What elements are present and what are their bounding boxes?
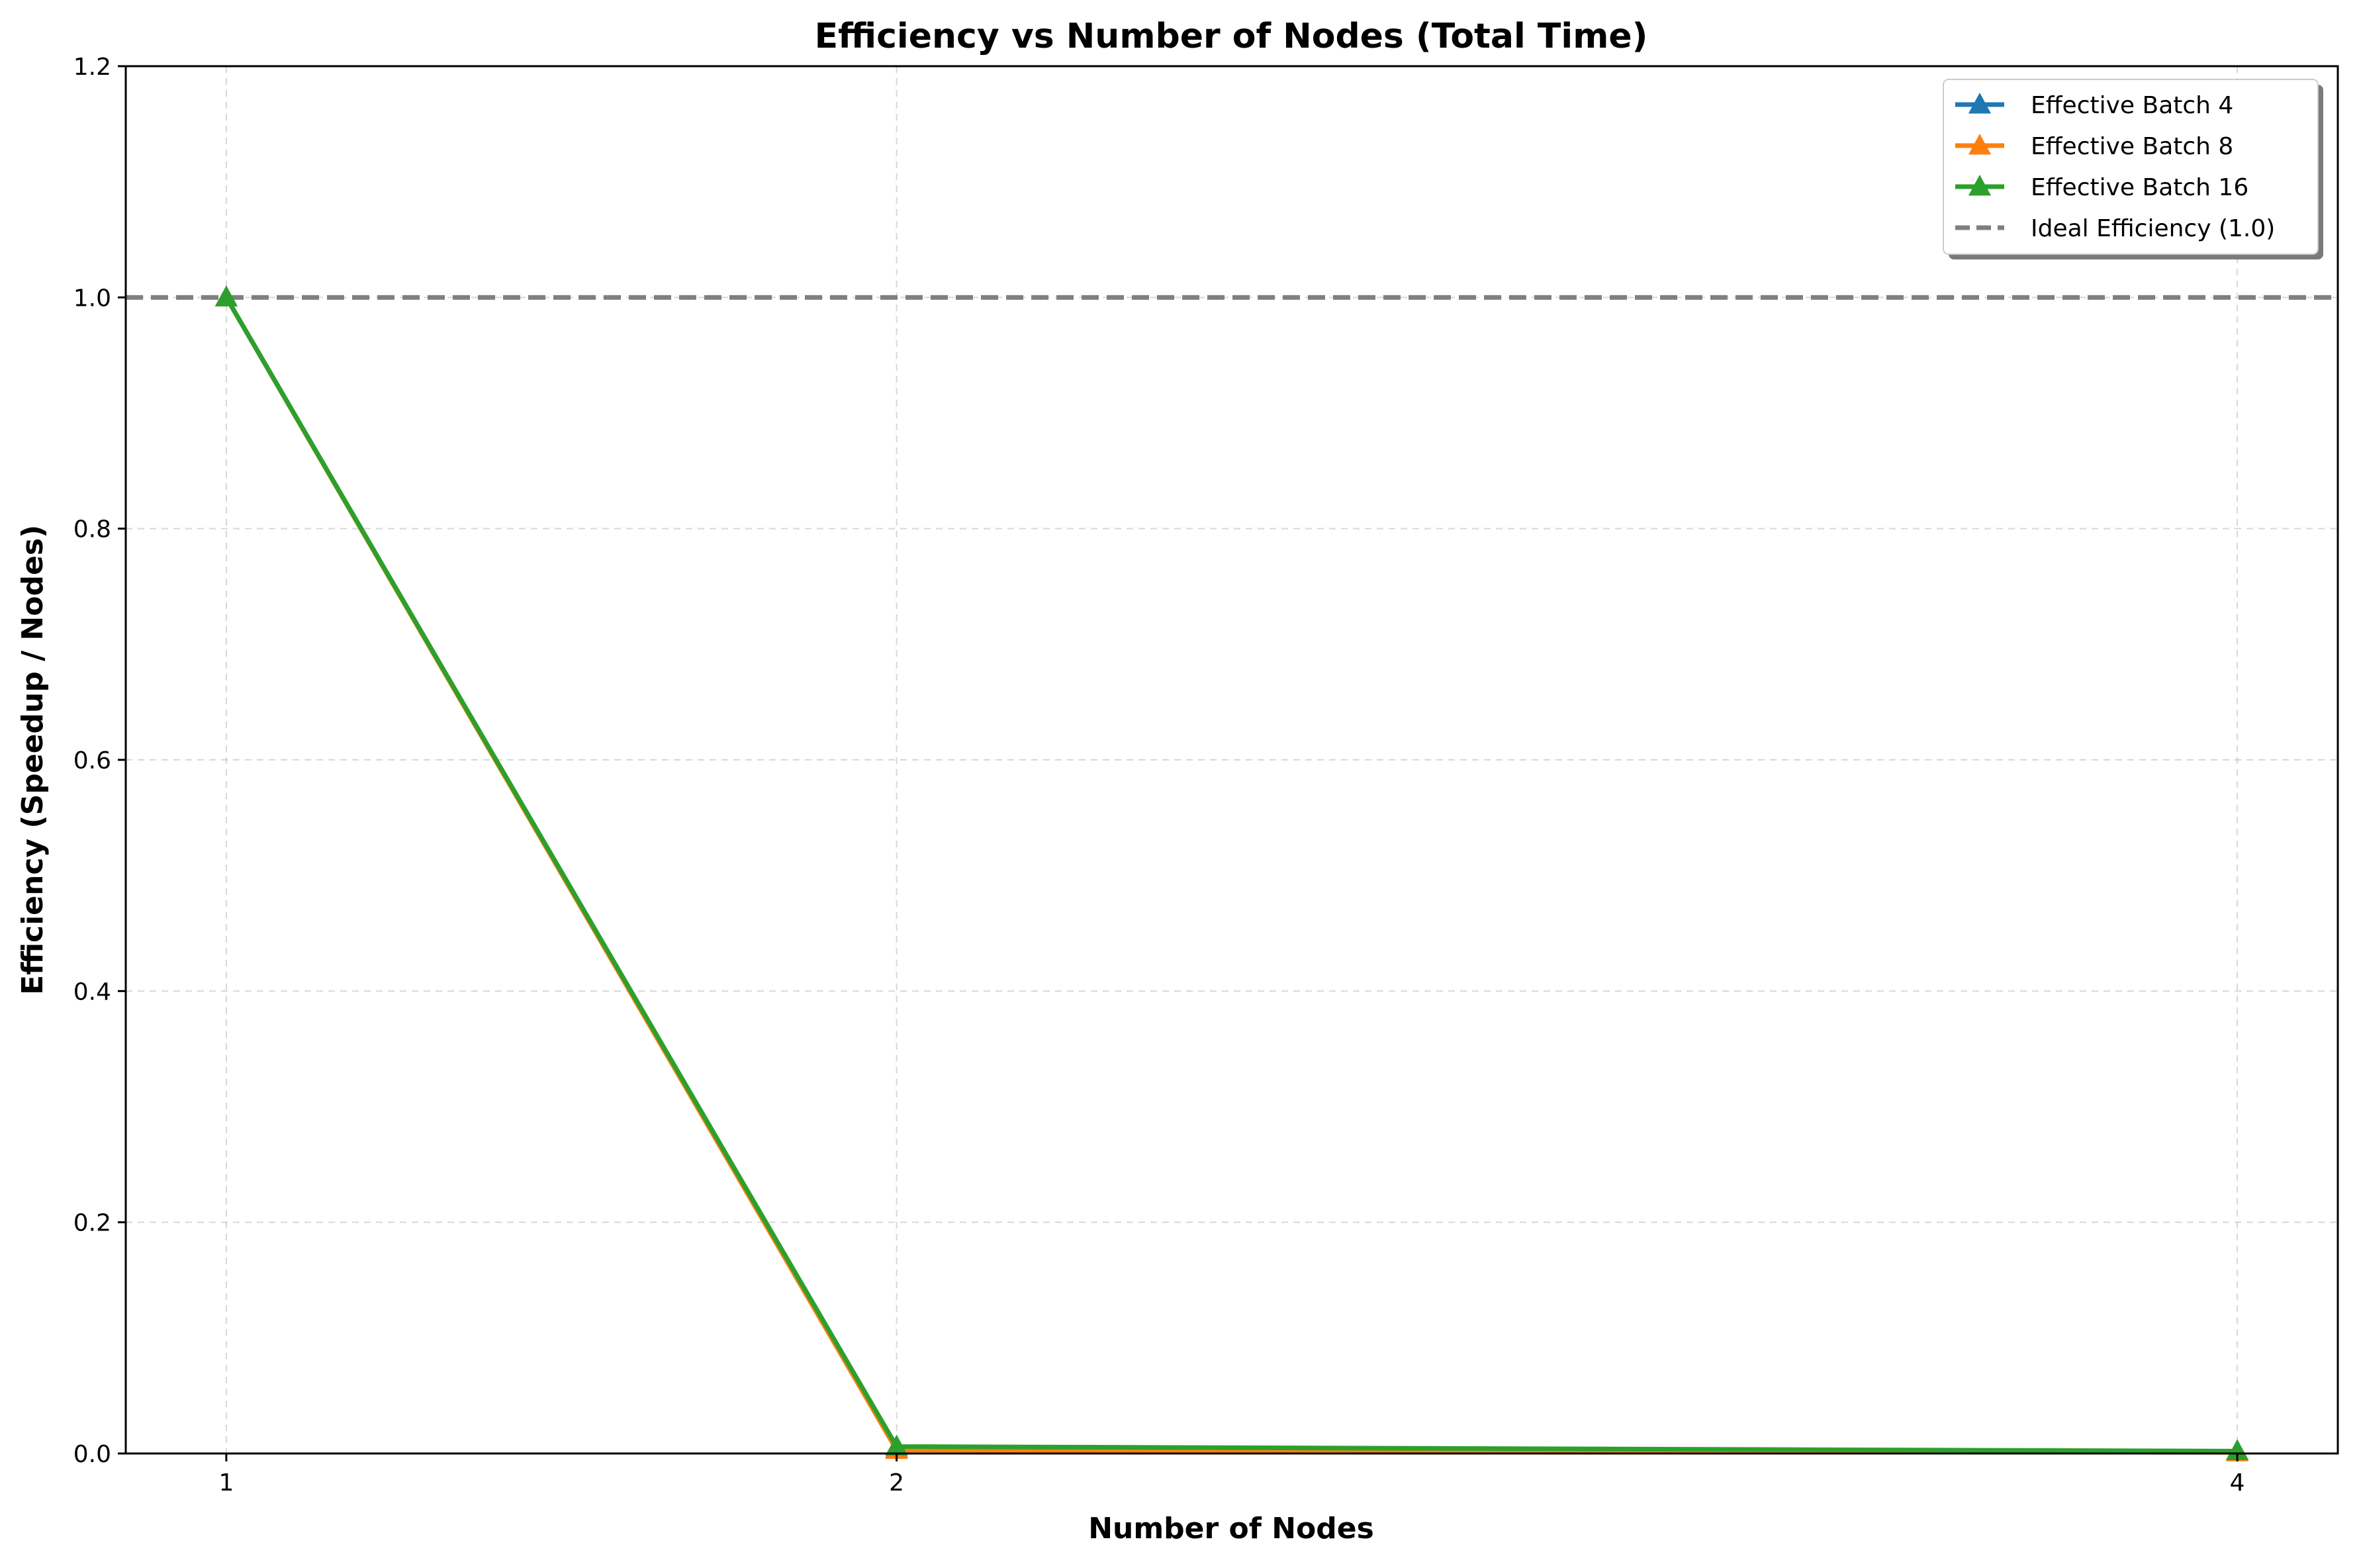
legend-label: Effective Batch 8 [2031, 133, 2233, 160]
legend-marker [1968, 134, 1992, 155]
legend-marker [1968, 93, 1992, 114]
y-tick-label: 1.2 [73, 54, 111, 81]
ticks: 0.0 0.2 0.4 0.6 0.8 1.0 1.2 1 2 4 [73, 54, 2245, 1497]
y-tick-label: 1.0 [73, 285, 111, 312]
y-tick-label: 0.0 [73, 1441, 111, 1468]
data-point [885, 1434, 908, 1456]
series-layer [214, 285, 2249, 1461]
legend-box [1943, 79, 2319, 255]
y-tick-label: 0.4 [73, 978, 111, 1005]
legend-label: Effective Batch 4 [2031, 92, 2233, 119]
y-tick-label: 0.6 [73, 747, 111, 774]
legend-label: Effective Batch 16 [2031, 174, 2248, 201]
legend-label: Ideal Efficiency (1.0) [2031, 215, 2275, 242]
y-tick-label: 0.8 [73, 516, 111, 543]
x-tick-label: 4 [2230, 1469, 2245, 1497]
legend: Effective Batch 4 Effective Batch 8 Effect… [1943, 79, 2323, 259]
y-axis-label: Efficiency (Speedup / Nodes) [16, 525, 50, 995]
data-point [214, 285, 238, 306]
chart-title: Efficiency vs Number of Nodes (Total Tim… [815, 17, 1648, 56]
x-tick-label: 1 [218, 1469, 234, 1497]
x-tick-label: 2 [889, 1469, 904, 1497]
data-point [2225, 1439, 2249, 1461]
legend-marker [1968, 175, 1992, 196]
y-tick-label: 0.2 [73, 1210, 111, 1237]
x-axis-label: Number of Nodes [1088, 1512, 1374, 1545]
